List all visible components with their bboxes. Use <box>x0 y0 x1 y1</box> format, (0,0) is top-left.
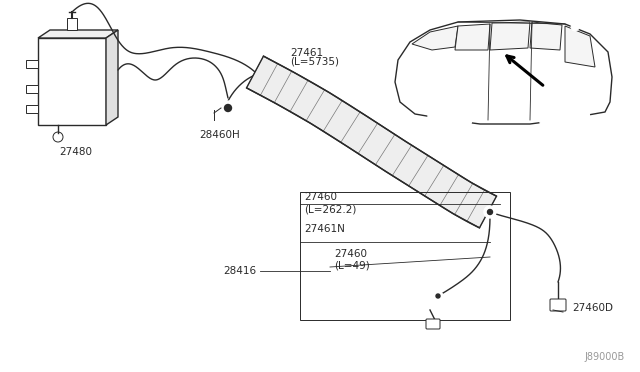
Polygon shape <box>412 26 458 50</box>
Polygon shape <box>530 22 562 50</box>
FancyBboxPatch shape <box>550 299 566 311</box>
Text: 27460D: 27460D <box>572 303 613 313</box>
Text: 28416: 28416 <box>223 266 256 276</box>
Polygon shape <box>490 22 530 50</box>
FancyBboxPatch shape <box>38 38 106 125</box>
Text: (L=5735): (L=5735) <box>290 56 339 66</box>
Bar <box>26 85 38 93</box>
Text: 27460: 27460 <box>334 249 367 259</box>
Text: 27461: 27461 <box>290 48 323 58</box>
Polygon shape <box>106 30 118 125</box>
Circle shape <box>221 101 235 115</box>
Polygon shape <box>395 20 612 124</box>
Bar <box>26 60 38 68</box>
Text: (L=49): (L=49) <box>334 261 370 271</box>
Polygon shape <box>455 24 490 50</box>
Text: 27461N: 27461N <box>304 224 345 234</box>
Circle shape <box>436 294 440 298</box>
Circle shape <box>440 107 460 127</box>
Text: (L=262.2): (L=262.2) <box>304 204 356 214</box>
Polygon shape <box>565 26 595 67</box>
Text: 27460: 27460 <box>304 192 337 202</box>
Text: 28460H: 28460H <box>200 130 241 140</box>
Bar <box>67 18 77 30</box>
Circle shape <box>488 209 493 215</box>
Text: J89000B: J89000B <box>585 352 625 362</box>
Circle shape <box>540 95 590 145</box>
Circle shape <box>225 105 232 112</box>
Circle shape <box>571 23 579 31</box>
Bar <box>26 105 38 113</box>
Text: 27480: 27480 <box>60 147 93 157</box>
Bar <box>300 192 510 320</box>
Polygon shape <box>246 56 497 228</box>
Circle shape <box>428 95 472 139</box>
Circle shape <box>554 109 576 131</box>
FancyBboxPatch shape <box>426 319 440 329</box>
Circle shape <box>433 291 443 301</box>
Circle shape <box>484 206 496 218</box>
Polygon shape <box>38 30 118 38</box>
